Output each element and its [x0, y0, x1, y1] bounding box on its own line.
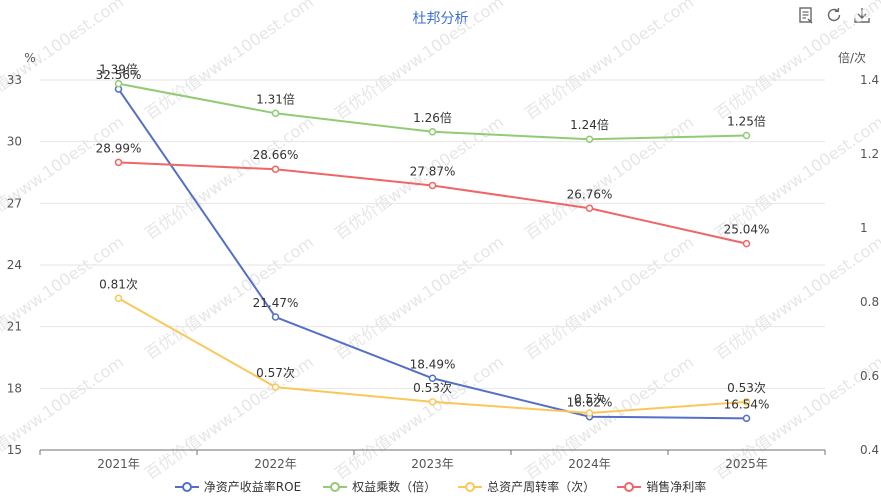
data-label: 25.04% — [724, 223, 770, 237]
x-tick-label: 2025年 — [725, 457, 768, 471]
data-label: 0.53次 — [727, 381, 766, 395]
chart-toolbar — [797, 6, 871, 24]
download-icon[interactable] — [853, 6, 871, 24]
data-label: 0.5次 — [574, 392, 605, 406]
watermark-text: 百优价值www.100est.com — [141, 112, 317, 243]
data-point — [585, 409, 594, 417]
data-point — [271, 313, 280, 321]
watermark-text: 百优价值www.100est.com — [521, 0, 697, 123]
refresh-icon[interactable] — [825, 6, 843, 24]
watermark-text: 百优价值www.100est.com — [521, 112, 697, 243]
data-point — [742, 131, 751, 140]
data-point — [742, 239, 751, 248]
data-point — [742, 414, 751, 423]
data-label: 1.26倍 — [413, 110, 452, 125]
legend-item[interactable]: 总资产周转率（次） — [458, 478, 595, 495]
x-tick-label: 2021年 — [97, 457, 140, 471]
legend-label: 权益乘数（倍） — [352, 480, 437, 494]
y-right-unit-label: 倍/次 — [838, 50, 866, 65]
label-layer: 32.56% 21.47% 18.49% 16.62% 16.54% 1.39倍 1.31倍… — [96, 62, 770, 412]
data-label: 28.66% — [253, 148, 299, 162]
data-point — [271, 109, 280, 118]
y-left-tick-label: 21 — [7, 320, 22, 334]
watermark-text: 百优价值www.100est.com — [331, 232, 507, 363]
watermark-text: 百优价值www.100est.com — [711, 232, 881, 363]
y-right-tick-label: 1.2 — [860, 147, 879, 161]
watermark-text: 百优价值www.100est.com — [0, 112, 127, 243]
data-label: 1.25倍 — [727, 114, 766, 129]
data-point — [428, 128, 437, 136]
legend-label: 总资产周转率（次） — [487, 480, 596, 494]
y-right-tick-label: 1.4 — [860, 73, 879, 87]
data-point — [114, 158, 123, 167]
data-point — [585, 135, 594, 143]
y-left-tick-label: 24 — [7, 258, 22, 272]
y-left-unit-label: % — [24, 51, 35, 65]
x-tick-label: 2022年 — [254, 457, 297, 471]
data-point — [114, 79, 123, 88]
legend-item[interactable]: 权益乘数（倍） — [323, 478, 436, 495]
x-tick-label: 2023年 — [411, 457, 454, 471]
data-label: 26.76% — [567, 187, 613, 201]
watermark-text: 百优价值www.100est.com — [0, 232, 127, 363]
legend-label: 销售净利率 — [646, 480, 707, 494]
y-right-tick-label: 0.8 — [860, 295, 879, 309]
data-point — [114, 294, 123, 303]
y-right-tick-label: 0.6 — [860, 369, 879, 383]
series-layer — [114, 79, 751, 423]
data-label: 0.81次 — [99, 277, 138, 291]
legend-swatch-icon — [617, 481, 642, 492]
data-label: 0.57次 — [256, 366, 295, 380]
data-label: 1.39倍 — [99, 62, 138, 77]
data-view-icon[interactable] — [797, 6, 815, 24]
data-label: 27.87% — [410, 164, 456, 178]
legend-swatch-icon — [458, 481, 483, 492]
legend-label: 净资产收益率ROE — [203, 480, 302, 494]
data-label: 21.47% — [253, 296, 299, 310]
data-label: 16.62% — [567, 396, 613, 410]
y-left-tick-label: 15 — [7, 443, 22, 457]
x-tick-label: 2024年 — [568, 457, 611, 471]
data-label: 16.54% — [724, 397, 770, 411]
data-label: 0.53次 — [413, 381, 452, 395]
data-point — [742, 398, 751, 406]
y-left-tick-label: 30 — [7, 135, 22, 149]
y-left-tick-label: 33 — [7, 73, 22, 87]
chart-title: 杜邦分析 — [412, 11, 469, 27]
y-right-tick-label: 1 — [860, 221, 868, 235]
watermark-text: 百优价值www.100est.com — [331, 0, 507, 123]
data-point — [428, 374, 437, 383]
data-label: 32.56% — [96, 68, 142, 82]
data-label: 1.31倍 — [256, 91, 295, 106]
legend-item[interactable]: 销售净利率 — [617, 478, 706, 495]
data-label: 28.99% — [96, 141, 142, 155]
axis-layer: 15 18 21 24 27 30 33 0.4 0.6 0.8 1 1.2 1.4% 倍/次 2021年 2… — [7, 50, 879, 471]
watermark-text: 百优价值www.100est.com — [0, 0, 127, 123]
data-label: 18.49% — [410, 357, 456, 371]
chart-legend: 净资产收益率ROE 权益乘数（倍） 总资产周转率（次） 销售净利率 — [0, 478, 881, 495]
y-left-tick-label: 18 — [7, 381, 22, 395]
data-label: 1.24倍 — [570, 117, 609, 132]
legend-swatch-icon — [174, 481, 199, 492]
data-point — [428, 181, 437, 190]
legend-item[interactable]: 净资产收益率ROE — [174, 478, 302, 495]
data-point — [271, 383, 280, 391]
y-right-tick-label: 0.4 — [860, 443, 879, 457]
legend-swatch-icon — [323, 481, 348, 492]
y-left-tick-label: 27 — [7, 196, 22, 210]
data-point — [585, 204, 594, 213]
data-point — [271, 165, 280, 173]
watermark-text: 百优价值www.100est.com — [521, 232, 697, 363]
data-point — [428, 398, 437, 406]
